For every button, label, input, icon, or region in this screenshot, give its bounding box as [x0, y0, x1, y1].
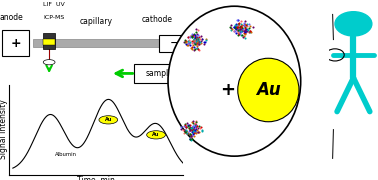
FancyBboxPatch shape: [33, 39, 167, 47]
Text: Au: Au: [256, 81, 281, 99]
Ellipse shape: [168, 6, 301, 156]
FancyBboxPatch shape: [43, 33, 55, 49]
Text: Au: Au: [105, 117, 112, 122]
Y-axis label: Signal intensity: Signal intensity: [0, 100, 8, 159]
Circle shape: [43, 60, 55, 65]
Text: +: +: [11, 37, 21, 50]
Text: LIF  UV: LIF UV: [43, 2, 65, 7]
Text: anode: anode: [0, 13, 24, 22]
Text: Albumin: Albumin: [55, 152, 77, 157]
FancyBboxPatch shape: [2, 30, 29, 56]
Text: sample: sample: [145, 69, 173, 78]
Text: cathode: cathode: [141, 15, 172, 24]
Circle shape: [335, 12, 372, 36]
Text: Au: Au: [152, 132, 160, 137]
Text: ICP-MS: ICP-MS: [43, 15, 65, 20]
FancyBboxPatch shape: [43, 39, 55, 45]
Circle shape: [238, 58, 299, 122]
X-axis label: Time, min: Time, min: [77, 176, 115, 180]
Text: capillary: capillary: [80, 17, 113, 26]
Text: +: +: [220, 81, 235, 99]
FancyBboxPatch shape: [159, 35, 191, 52]
Circle shape: [99, 116, 118, 124]
Circle shape: [147, 131, 166, 139]
Text: −: −: [170, 37, 180, 50]
FancyBboxPatch shape: [134, 64, 185, 83]
